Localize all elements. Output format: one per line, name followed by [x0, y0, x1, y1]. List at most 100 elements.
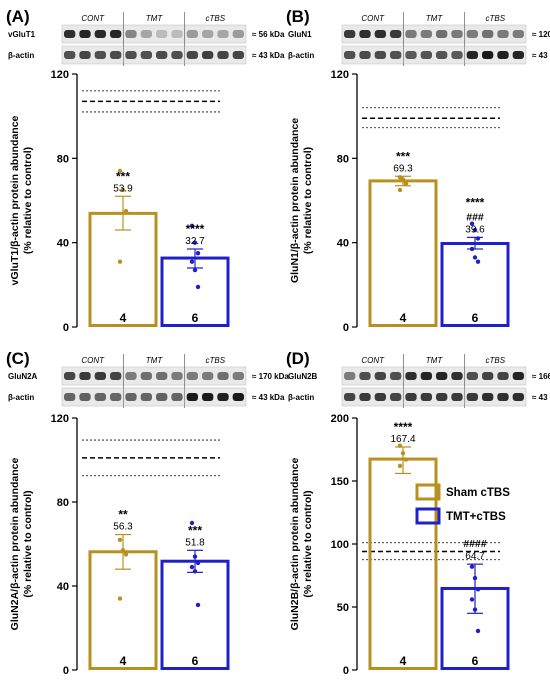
blot-band — [390, 30, 402, 38]
blot-band — [420, 30, 432, 38]
blot-band — [217, 51, 229, 59]
blot-row-label: β-actin — [288, 51, 314, 60]
blot-band — [110, 372, 122, 380]
y-axis-label-line: (% relative to control) — [22, 147, 34, 254]
blot-strip — [341, 24, 527, 44]
blot-band — [420, 393, 432, 401]
y-tick-label: 150 — [331, 476, 349, 488]
blot-row-label: GluN2B — [288, 372, 318, 381]
y-tick-label: 40 — [337, 238, 349, 250]
blot-band — [451, 51, 463, 59]
data-point — [475, 587, 481, 592]
blot-band — [171, 393, 183, 401]
significance-vs-control: **** — [186, 222, 205, 236]
blot-band — [232, 372, 244, 380]
blot-band — [420, 372, 432, 380]
blot-band — [171, 51, 183, 59]
data-point — [475, 236, 481, 241]
data-point — [189, 223, 195, 228]
blot-band — [482, 51, 494, 59]
blot-band — [125, 393, 137, 401]
blot-band — [466, 30, 478, 38]
blot-band — [110, 51, 122, 59]
data-point — [469, 564, 475, 569]
blot-kda-label: ≈ 43 kDa — [532, 393, 550, 402]
blot-group-label: TMT — [146, 356, 164, 365]
y-axis-label-line: vGluT1/β-actin protein abundance — [9, 115, 21, 285]
y-tick-label: 100 — [331, 539, 349, 551]
blot-band — [186, 393, 198, 401]
blot-band — [390, 51, 402, 59]
legend-swatch — [415, 507, 441, 525]
data-point — [400, 177, 406, 182]
blot-band — [344, 51, 356, 59]
blot-group-label: CONT — [361, 356, 385, 365]
y-tick-label: 120 — [51, 413, 69, 425]
blot-row-label: β-actin — [8, 393, 34, 402]
blot-band — [217, 393, 229, 401]
data-point — [189, 259, 195, 264]
blot-band — [374, 51, 386, 59]
y-axis-label: GluN2A/β-actin protein abundance(% relat… — [9, 458, 34, 631]
blot-band — [390, 372, 402, 380]
blot-band — [202, 51, 214, 59]
panel-letter: (B) — [286, 7, 310, 26]
blot-band — [217, 372, 229, 380]
blot-band — [466, 372, 478, 380]
data-point — [400, 451, 406, 456]
significance-vs-control: *** — [188, 523, 202, 537]
blot-band — [374, 372, 386, 380]
sample-size-label: 6 — [472, 311, 479, 325]
blot-band — [202, 372, 214, 380]
data-point — [472, 255, 478, 260]
blot-band — [125, 51, 137, 59]
data-point — [123, 208, 129, 214]
blot-band — [140, 393, 152, 401]
blot-band — [451, 30, 463, 38]
blot-group-label: CONT — [81, 14, 105, 23]
y-tick-label: 80 — [57, 497, 69, 509]
bar-value-label: 64.7 — [465, 551, 485, 562]
blot-band — [94, 51, 106, 59]
significance-vs-sham: ### — [466, 211, 484, 223]
bar-value-label: 53.9 — [113, 183, 133, 194]
panel-c: (C) CONT TMT cTBS GluN2A ≈ 170 kDa β-actin ≈ 43… — [6, 349, 289, 677]
blot-band — [232, 51, 244, 59]
data-point — [120, 548, 126, 553]
data-point — [117, 168, 123, 174]
y-tick-label: 0 — [343, 665, 349, 677]
panel-letter: (A) — [6, 7, 30, 26]
blot-band — [405, 51, 417, 59]
bar-value-label: 69.3 — [393, 163, 413, 174]
bar-tmt-ctbs — [160, 559, 230, 670]
panel-d: (D) CONT TMT cTBS GluN2B ≈ 166 kDa β-actin ≈ 43… — [286, 349, 550, 677]
sample-size-label: 6 — [192, 654, 199, 668]
sample-size-label: 6 — [192, 311, 199, 325]
blot-band — [140, 51, 152, 59]
blot-band — [420, 51, 432, 59]
data-point — [469, 597, 475, 602]
significance-vs-control: *** — [116, 169, 130, 183]
data-point — [120, 187, 126, 193]
blot-group-label: TMT — [426, 14, 444, 23]
data-point — [469, 221, 475, 226]
data-point — [195, 602, 201, 608]
blot-band — [497, 51, 509, 59]
bar-value-label: 32.7 — [185, 236, 205, 247]
blot-band — [79, 393, 91, 401]
blot-band — [156, 393, 168, 401]
significance-vs-sham: #### — [463, 538, 487, 550]
sample-size-label: 4 — [400, 654, 407, 668]
blot-band — [110, 393, 122, 401]
data-point — [192, 554, 198, 559]
blot-band — [374, 30, 386, 38]
blot-band — [512, 51, 524, 59]
blot-band — [156, 372, 168, 380]
bar-chart: GluN2A/β-actin protein abundance(% relat… — [9, 413, 230, 677]
blot-strip — [341, 366, 527, 386]
panel-letter: (C) — [6, 349, 30, 368]
blot-band — [359, 393, 371, 401]
blot-row-label: β-actin — [8, 51, 34, 60]
y-tick-label: 0 — [343, 322, 349, 334]
